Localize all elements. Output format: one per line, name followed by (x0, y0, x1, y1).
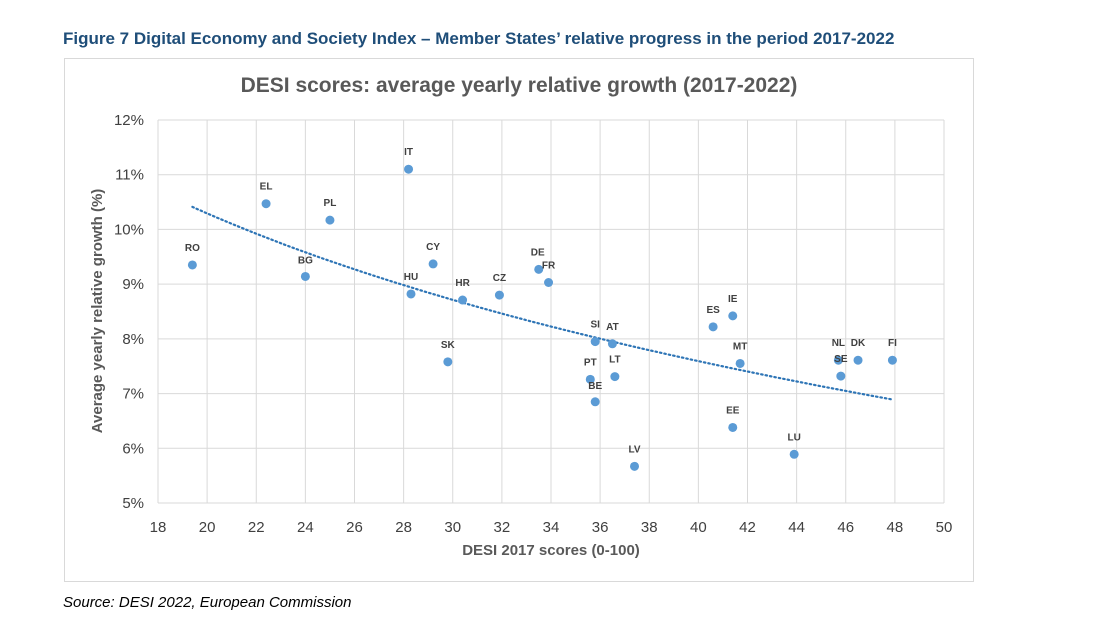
data-point-el (261, 199, 271, 209)
data-label-it: IT (404, 147, 413, 158)
data-label-es: ES (706, 305, 720, 316)
data-label-de: DE (531, 247, 545, 258)
data-point-de (534, 264, 544, 274)
data-label-cy: CY (426, 242, 440, 253)
chart-frame (64, 58, 974, 582)
x-tick-label: 26 (346, 519, 363, 536)
data-point-cz (494, 290, 504, 300)
data-point-fi (887, 355, 897, 365)
data-point-hu (406, 289, 416, 299)
x-tick-label: 34 (543, 519, 560, 536)
data-point-lt (610, 372, 620, 382)
data-point-lv (630, 461, 640, 471)
data-point-nl (833, 355, 843, 365)
data-point-se (836, 371, 846, 381)
x-tick-label: 24 (297, 519, 314, 536)
source-note: Source: DESI 2022, European Commission (63, 594, 352, 611)
data-label-dk: DK (851, 338, 866, 349)
data-point-si (590, 337, 600, 347)
data-point-ie (728, 311, 738, 321)
x-axis-ticks: 18 20 22 24 26 28 30 32 34 36 38 40 42 44 46 48 50 (150, 519, 953, 536)
data-label-pt: PT (584, 357, 597, 368)
data-point-be (590, 397, 600, 407)
x-tick-label: 38 (641, 519, 658, 536)
data-label-mt: MT (733, 341, 747, 352)
data-point-pt (585, 374, 595, 384)
trendline (191, 205, 894, 401)
y-axis-title: Average yearly relative growth (%) (89, 189, 106, 434)
x-tick-label: 28 (395, 519, 412, 536)
data-point-pl (325, 215, 335, 225)
data-point-at (607, 339, 617, 349)
data-point-hr (458, 295, 468, 305)
y-tick-label: 12% (114, 112, 144, 129)
data-label-hu: HU (404, 272, 418, 283)
y-tick-label: 6% (122, 440, 144, 457)
data-point-ee (728, 422, 738, 432)
data-label-nl: NL (832, 338, 845, 349)
data-label-pl: PL (324, 198, 337, 209)
data-label-se: SE (834, 354, 848, 365)
data-label-si: SI (590, 320, 600, 331)
data-label-sk: SK (441, 340, 456, 351)
x-tick-label: 48 (887, 519, 904, 536)
data-label-fr: FR (542, 261, 556, 272)
data-points: RO EL BG PL IT HU CY SK HR CZ DE FR PT SI BE AT LT LV ES IE… (185, 147, 897, 471)
data-label-lu: LU (787, 432, 800, 443)
data-label-lv: LV (628, 444, 640, 455)
x-tick-label: 22 (248, 519, 265, 536)
x-tick-label: 46 (837, 519, 854, 536)
x-tick-label: 30 (444, 519, 461, 536)
x-tick-label: 44 (788, 519, 805, 536)
chart-gridlines (157, 119, 945, 504)
data-point-mt (735, 358, 745, 368)
data-point-es (708, 322, 718, 332)
y-axis-ticks: 5% 6% 7% 8% 9% 10% 11% 12% (114, 112, 144, 512)
trendline-group (191, 205, 894, 401)
data-point-dk (853, 355, 863, 365)
y-tick-label: 10% (114, 221, 144, 238)
data-label-ee: EE (726, 405, 740, 416)
y-tick-label: 7% (122, 386, 144, 403)
data-point-fr (544, 278, 554, 288)
x-tick-label: 50 (936, 519, 953, 536)
x-tick-label: 42 (739, 519, 756, 536)
y-tick-label: 11% (115, 167, 144, 184)
x-axis-title: DESI 2017 scores (0-100) (462, 542, 640, 559)
data-label-bg: BG (298, 255, 313, 266)
data-point-lu (789, 449, 799, 459)
x-tick-label: 40 (690, 519, 707, 536)
data-label-fi: FI (888, 338, 897, 349)
x-tick-label: 18 (150, 519, 167, 536)
x-tick-label: 20 (199, 519, 216, 536)
x-tick-label: 32 (494, 519, 511, 536)
data-label-ie: IE (728, 294, 738, 305)
data-point-bg (300, 271, 310, 281)
data-point-cy (428, 259, 438, 269)
data-label-el: EL (260, 182, 273, 193)
figure-caption: Figure 7 Digital Economy and Society Ind… (63, 29, 895, 48)
x-tick-label: 36 (592, 519, 609, 536)
y-tick-label: 9% (122, 276, 144, 293)
data-label-ro: RO (185, 243, 200, 254)
data-point-sk (443, 357, 453, 367)
chart-title: DESI scores: average yearly relative gro… (241, 74, 798, 97)
data-point-ro (187, 260, 197, 270)
data-label-hr: HR (455, 278, 470, 289)
y-tick-label: 5% (122, 495, 144, 512)
data-point-it (404, 164, 414, 174)
data-label-cz: CZ (493, 273, 506, 284)
data-label-at: AT (606, 322, 619, 333)
data-label-lt: LT (609, 355, 620, 366)
data-label-be: BE (588, 381, 602, 392)
y-tick-label: 8% (122, 331, 144, 348)
